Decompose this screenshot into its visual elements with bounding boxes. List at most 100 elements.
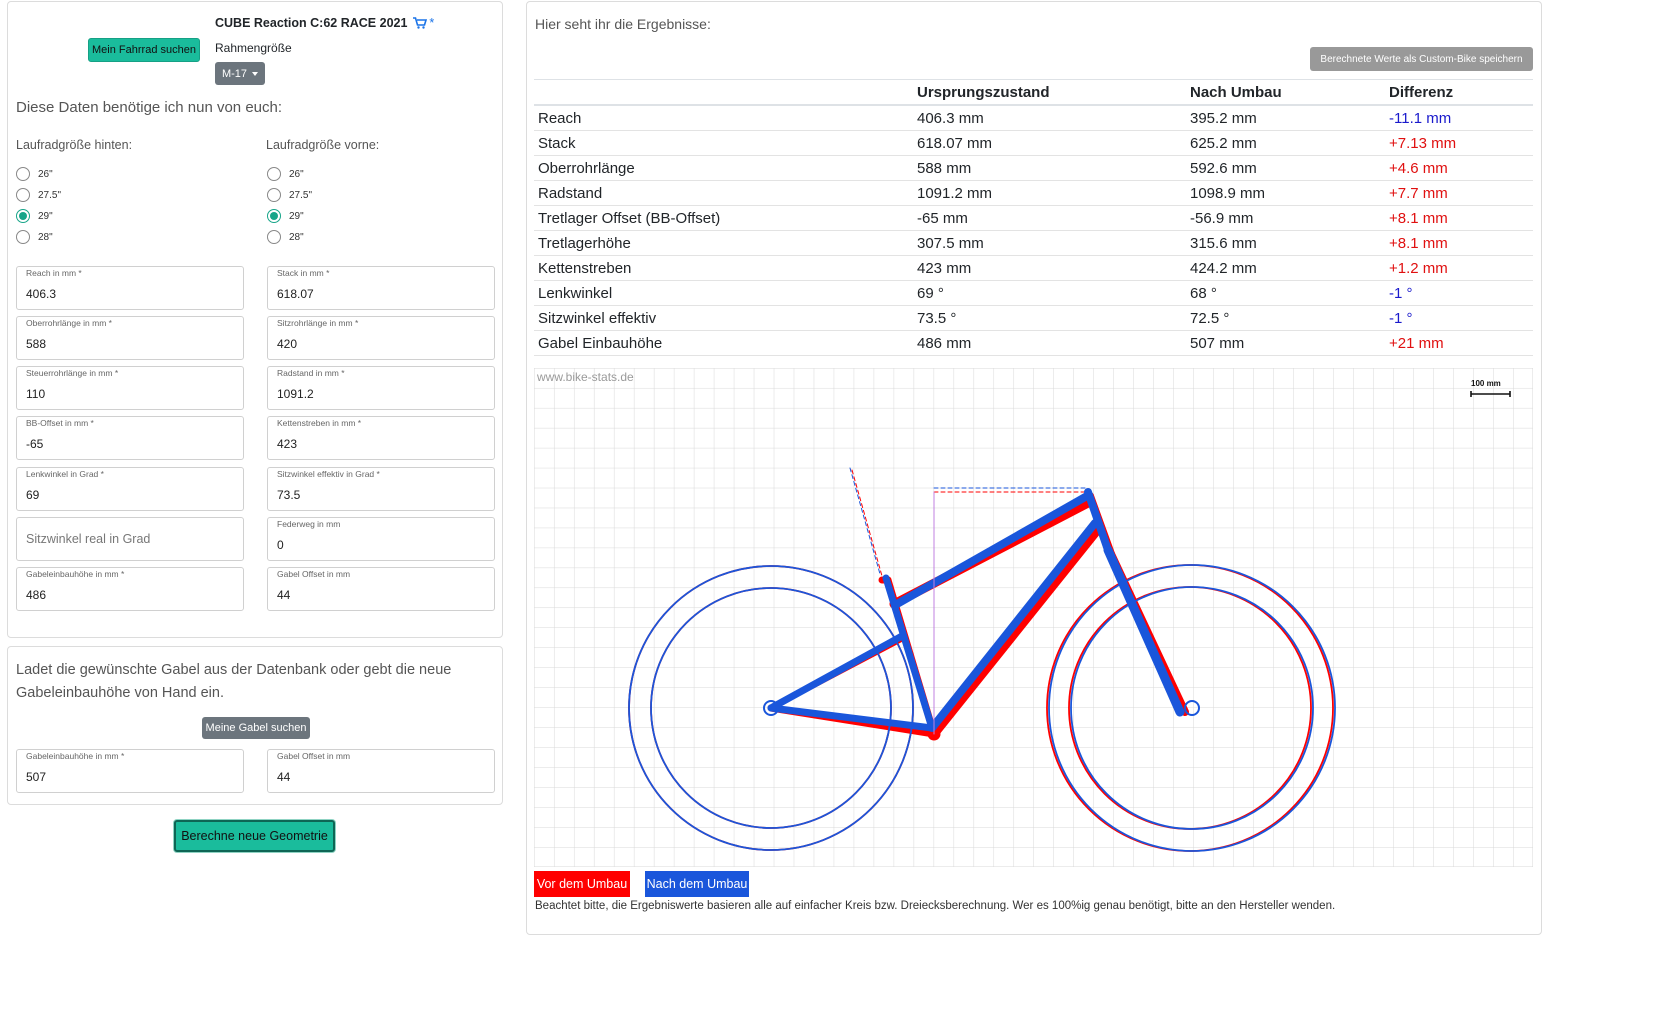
front-wheel-29[interactable]: 29" — [267, 209, 304, 223]
down-tube-after — [928, 519, 1099, 732]
table-row: Oberrohrlänge 588 mm 592.6 mm +4.6 mm — [534, 155, 1533, 181]
value-difference: -1 ° — [1385, 280, 1533, 306]
value-original: -65 mm — [913, 205, 1186, 231]
fork-height-field[interactable]: Gabeleinbauhöhe in mm * 486 — [16, 567, 244, 611]
value-difference: +7.13 mm — [1385, 130, 1533, 156]
row-label: Reach — [534, 105, 913, 131]
frame-size-label: Rahmengröße — [215, 41, 292, 55]
seatstay-after — [767, 632, 906, 712]
seat-angle-real-field[interactable]: Sitzwinkel real in Grad — [16, 517, 244, 561]
column-header — [534, 79, 913, 106]
value-modified: 395.2 mm — [1186, 105, 1385, 131]
front-wheel-26[interactable]: 26" — [267, 167, 304, 181]
head-tube-field[interactable]: Steuerrohrlänge in mm * 110 — [16, 366, 244, 410]
value-original: 69 ° — [913, 280, 1186, 306]
seat-angle-effective-field[interactable]: Sitzwinkel effektiv in Grad * 73.5 — [267, 467, 495, 511]
front-tire-after — [1048, 564, 1336, 852]
rear-wheel-28[interactable]: 28" — [16, 230, 53, 244]
row-label: Sitzwinkel effektiv — [534, 305, 913, 331]
find-bike-button[interactable]: Mein Fahrrad suchen — [88, 38, 200, 62]
table-row: Sitzwinkel effektiv 73.5 ° 72.5 ° -1 ° — [534, 305, 1533, 331]
rear-wheel-27-5[interactable]: 27.5" — [16, 188, 61, 202]
radio-button[interactable] — [16, 230, 30, 244]
rear-wheel-29[interactable]: 29" — [16, 209, 53, 223]
rear-wheel-26[interactable]: 26" — [16, 167, 53, 181]
row-label: Stack — [534, 130, 913, 156]
table-row: Tretlagerhöhe 307.5 mm 315.6 mm +8.1 mm — [534, 230, 1533, 256]
radio-button[interactable] — [267, 188, 281, 202]
value-original: 588 mm — [913, 155, 1186, 181]
table-row: Gabel Einbauhöhe 486 mm 507 mm +21 mm — [534, 330, 1533, 356]
column-header: Differenz — [1385, 79, 1533, 106]
top-tube-field[interactable]: Oberrohrlänge in mm * 588 — [16, 316, 244, 360]
reach-field[interactable]: Reach in mm * 406.3 — [16, 266, 244, 310]
value-original: 618.07 mm — [913, 130, 1186, 156]
stack-field[interactable]: Stack in mm * 618.07 — [267, 266, 495, 310]
bike-after — [628, 467, 1336, 852]
value-modified: 1098.9 mm — [1186, 180, 1385, 206]
row-label: Tretlagerhöhe — [534, 230, 913, 256]
frame-size-dropdown[interactable]: M-17 — [215, 62, 265, 85]
row-label: Tretlager Offset (BB-Offset) — [534, 205, 913, 231]
steering-axis-after — [849, 467, 881, 575]
cart-icon[interactable]: * — [413, 16, 434, 30]
row-label: Kettenstreben — [534, 255, 913, 281]
value-modified: 424.2 mm — [1186, 255, 1385, 281]
radio-button[interactable] — [267, 230, 281, 244]
bb-offset-field[interactable]: BB-Offset in mm * -65 — [16, 416, 244, 460]
table-row: Reach 406.3 mm 395.2 mm -11.1 mm — [534, 105, 1533, 131]
row-label: Oberrohrlänge — [534, 155, 913, 181]
value-modified: 625.2 mm — [1186, 130, 1385, 156]
front-wheel-27-5[interactable]: 27.5" — [267, 188, 312, 202]
fork-offset-field[interactable]: Gabel Offset in mm 44 — [267, 567, 495, 611]
scale-label: 100 mm — [1471, 379, 1501, 388]
rear-axle — [763, 700, 779, 716]
find-fork-button[interactable]: Meine Gabel suchen — [202, 717, 310, 739]
value-original: 307.5 mm — [913, 230, 1186, 256]
frame-size-value: M-17 — [221, 67, 248, 80]
value-original: 1091.2 mm — [913, 180, 1186, 206]
head-angle-field[interactable]: Lenkwinkel in Grad * 69 — [16, 467, 244, 511]
chainstays-field[interactable]: Kettenstreben in mm * 423 — [267, 416, 495, 460]
table-row: Stack 618.07 mm 625.2 mm +7.13 mm — [534, 130, 1533, 156]
geometry-drawing: www.bike-stats.de 100 mm — [533, 367, 1534, 868]
row-label: Radstand — [534, 180, 913, 206]
value-difference: +8.1 mm — [1385, 205, 1533, 231]
scale-bar — [1470, 391, 1511, 397]
table-row: Kettenstreben 423 mm 424.2 mm +1.2 mm — [534, 255, 1533, 281]
value-difference: +8.1 mm — [1385, 230, 1533, 256]
chainstay-after — [767, 704, 936, 732]
front-wheel-28[interactable]: 28" — [267, 230, 304, 244]
value-modified: 592.6 mm — [1186, 155, 1385, 181]
seat-tube-field[interactable]: Sitzrohrlänge in mm * 420 — [267, 316, 495, 360]
radio-button[interactable] — [16, 188, 30, 202]
value-difference: +7.7 mm — [1385, 180, 1533, 206]
new-fork-height-field[interactable]: Gabeleinbauhöhe in mm * 507 — [16, 749, 244, 793]
row-label: Lenkwinkel — [534, 280, 913, 306]
column-header: Nach Umbau — [1186, 79, 1385, 106]
value-original: 486 mm — [913, 330, 1186, 356]
radio-button[interactable] — [267, 167, 281, 181]
results-intro: Hier seht ihr die Ergebnisse: — [535, 16, 711, 32]
radio-button-checked[interactable] — [267, 209, 281, 223]
wheelbase-field[interactable]: Radstand in mm * 1091.2 — [267, 366, 495, 410]
calculate-geometry-button[interactable]: Berechne neue Geometrie — [174, 820, 335, 852]
bike-title-text: CUBE Reaction C:62 RACE 2021 — [215, 16, 408, 30]
new-fork-offset-field[interactable]: Gabel Offset in mm 44 — [267, 749, 495, 793]
radio-button-checked[interactable] — [16, 209, 30, 223]
value-original: 406.3 mm — [913, 105, 1186, 131]
save-custom-bike-button[interactable]: Berechnete Werte als Custom-Bike speiche… — [1310, 47, 1533, 71]
radio-button[interactable] — [16, 167, 30, 181]
bike-data-card: CUBE Reaction C:62 RACE 2021 * Mein Fahr… — [7, 1, 503, 638]
value-modified: 72.5 ° — [1186, 305, 1385, 331]
watermark: www.bike-stats.de — [536, 370, 634, 384]
rear-rim-after — [650, 587, 892, 829]
legend-after: Nach dem Umbau — [645, 871, 749, 897]
value-modified: 68 ° — [1186, 280, 1385, 306]
value-modified: -56.9 mm — [1186, 205, 1385, 231]
travel-field[interactable]: Federweg in mm 0 — [267, 517, 495, 561]
table-header-row: Ursprungszustand Nach Umbau Differenz — [534, 79, 1533, 106]
top-tube-after — [893, 492, 1091, 608]
table-row: Lenkwinkel 69 ° 68 ° -1 ° — [534, 280, 1533, 306]
fork-intro: Ladet die gewünschte Gabel aus der Daten… — [16, 662, 452, 701]
